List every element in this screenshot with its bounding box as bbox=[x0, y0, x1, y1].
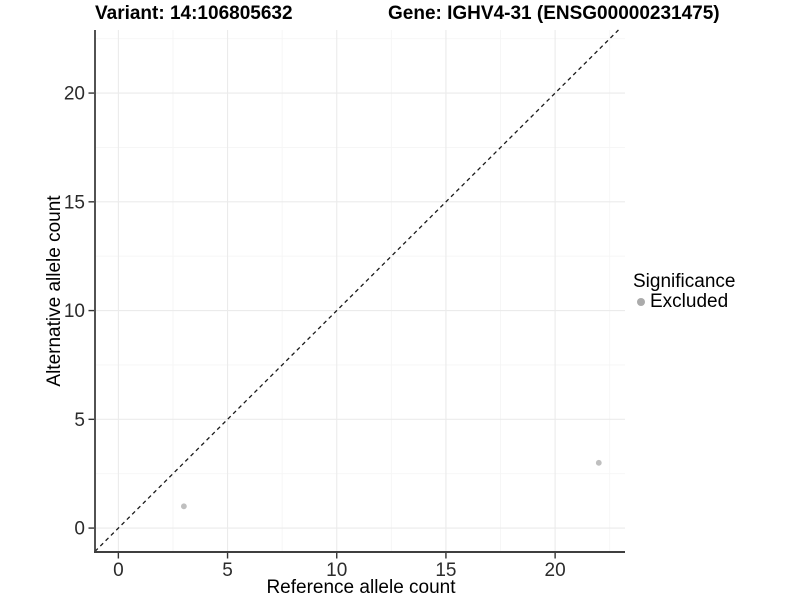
y-tick-label: 15 bbox=[64, 192, 85, 213]
data-point bbox=[595, 459, 602, 466]
y-tick-label: 0 bbox=[74, 519, 85, 540]
identity-line bbox=[94, 29, 619, 552]
x-tick-label: 20 bbox=[545, 560, 566, 581]
legend-entry-excluded: Excluded bbox=[633, 292, 735, 311]
data-point bbox=[180, 503, 187, 510]
x-tick-label: 10 bbox=[326, 560, 347, 581]
gene-title: Gene: IGHV4-31 (ENSG00000231475) bbox=[388, 3, 720, 24]
variant-title: Variant: 14:106805632 bbox=[95, 3, 293, 24]
x-tick-label: 15 bbox=[435, 560, 456, 581]
y-tick-label: 10 bbox=[64, 301, 85, 322]
y-axis-title: Alternative allele count bbox=[44, 195, 65, 387]
x-tick-label: 5 bbox=[222, 560, 233, 581]
x-axis-title: Reference allele count bbox=[266, 577, 456, 598]
legend-entry-label: Excluded bbox=[650, 291, 729, 312]
legend-point-icon bbox=[637, 297, 645, 306]
legend-title: Significance bbox=[633, 271, 736, 292]
x-tick-label: 0 bbox=[113, 560, 124, 581]
legend: Significance Excluded bbox=[633, 271, 736, 312]
y-tick-label: 5 bbox=[74, 410, 85, 431]
y-tick-label: 20 bbox=[64, 84, 85, 105]
